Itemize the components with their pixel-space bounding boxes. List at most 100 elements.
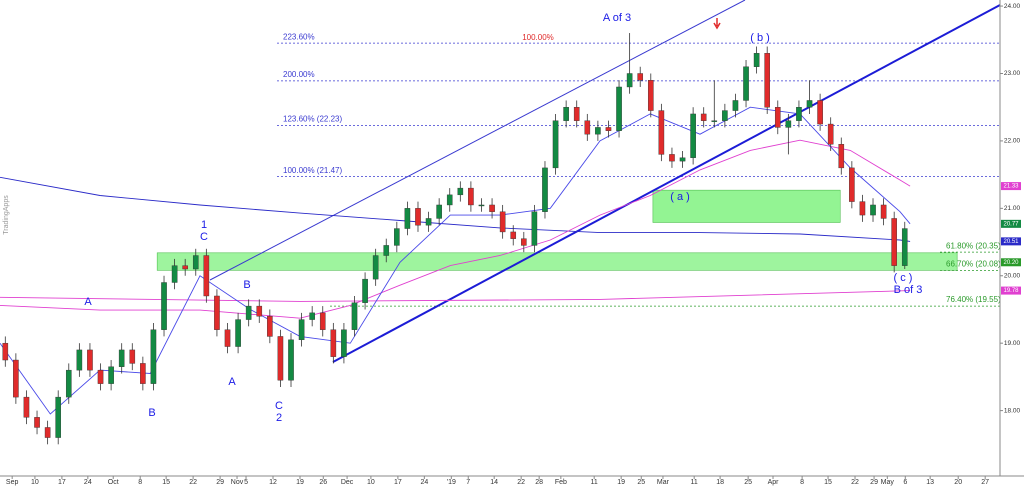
candle-body [669,154,675,162]
y-tick-label: 23.00 [1004,70,1021,77]
candle-body [499,211,506,233]
x-tick-label: 20 [954,479,962,486]
x-tick-label: 19 [617,479,625,486]
x-tick-label: 26 [319,479,327,486]
x-tick-label: Mar [657,479,670,486]
x-tick-label: May [881,479,895,486]
candle-body [870,204,876,216]
candle-body [774,107,781,128]
wave-label: 1 [201,219,207,231]
candle-body [722,110,728,121]
candle-body [468,187,474,206]
candle-body [732,100,739,111]
y-tick-label: 21.00 [1004,205,1021,212]
candle-body [309,312,315,320]
wave-label: A [84,296,92,308]
x-tick-label: 22 [189,479,197,486]
candle-body [298,319,305,341]
price-tag-label: 20.77 [1003,221,1019,227]
candle-body [817,100,823,125]
candle-body [489,204,495,212]
candle-body [394,228,400,246]
x-tick-label: '19 [447,479,456,486]
candle-body [764,53,770,108]
candle-body [616,86,622,131]
y-tick-label: 19.00 [1004,340,1021,347]
candle-body [753,53,760,67]
candle-body [806,100,813,108]
candle-body [34,417,40,428]
fib-label: 200.00% [283,70,315,79]
wave-label: A of 3 [603,12,631,24]
candle-body [584,120,591,135]
candle-body [478,204,485,207]
candle-body [44,427,51,438]
x-tick-label: 8 [138,479,142,486]
x-tick-label: 22 [851,479,859,486]
x-tick-label: 27 [981,479,989,486]
x-tick-label: Feb [555,479,567,486]
candle-body [150,329,157,384]
x-tick-label: 24 [420,479,428,486]
x-tick-label: 22 [517,479,525,486]
x-tick-label: 12 [269,479,277,486]
candle-body [425,218,432,226]
candle-body [2,342,9,361]
candle-body [552,120,559,169]
price-tag-label: 19.78 [1003,288,1019,294]
candle-body [245,305,252,320]
candle-body [341,329,347,357]
x-tick-label: Sep [6,479,19,486]
zones [156,189,958,271]
red-arrow [713,18,721,30]
price-tag [1001,182,1021,191]
candle-body [277,336,284,381]
candle-body [330,329,337,357]
x-tick-label: 15 [162,479,170,486]
candle-body [87,349,93,371]
moving-averages [0,106,911,415]
x-tick-label: 19 [296,479,304,486]
trend-line [332,4,1001,363]
candle-body [700,113,707,121]
x-tick-label: 11 [591,479,598,486]
y-tick-label: 20.00 [1004,272,1021,279]
candle-body [510,231,517,239]
x-tick-label: 10 [367,479,375,486]
candle-body [129,349,136,364]
x-tick-label: 29 [870,479,878,486]
candle-body [235,319,241,347]
candle-body [140,363,146,384]
candle-body [108,366,114,384]
candle-body [743,66,749,101]
candles [2,33,908,445]
wave-label: B [243,279,250,291]
axes: Sep 10 17 24 Oct 8 15 22 29 Nov 5 12 19 26 Dec 10 17 24'1… [6,3,1021,486]
price-tag [1001,286,1021,295]
x-tick-label: 17 [58,479,66,486]
price-tag-label: 20.20 [1003,260,1019,266]
x-tick-label: Oct [108,479,119,486]
candle-body [182,265,188,270]
x-tick-label: 25 [637,479,645,486]
candle-body [647,80,654,111]
candle-body [383,245,390,256]
candle-body [711,120,718,122]
candle-body [192,255,199,270]
candle-body [457,187,464,196]
price-tag [1001,237,1021,246]
candle-body [351,302,358,330]
candle-body [827,123,834,145]
candle-body [23,396,30,418]
candle-body [521,238,527,246]
fib-label: 100.00% (21.47) [283,166,342,175]
x-tick-label: Nov [231,479,244,486]
candle-body [76,349,83,371]
fib-label: 223.60% [283,32,315,41]
price-tag-label: 21.33 [1003,184,1019,190]
wave-label: B of 3 [894,284,923,296]
x-tick-label: 24 [84,479,92,486]
candle-body [626,73,633,88]
candle-body [203,255,210,297]
